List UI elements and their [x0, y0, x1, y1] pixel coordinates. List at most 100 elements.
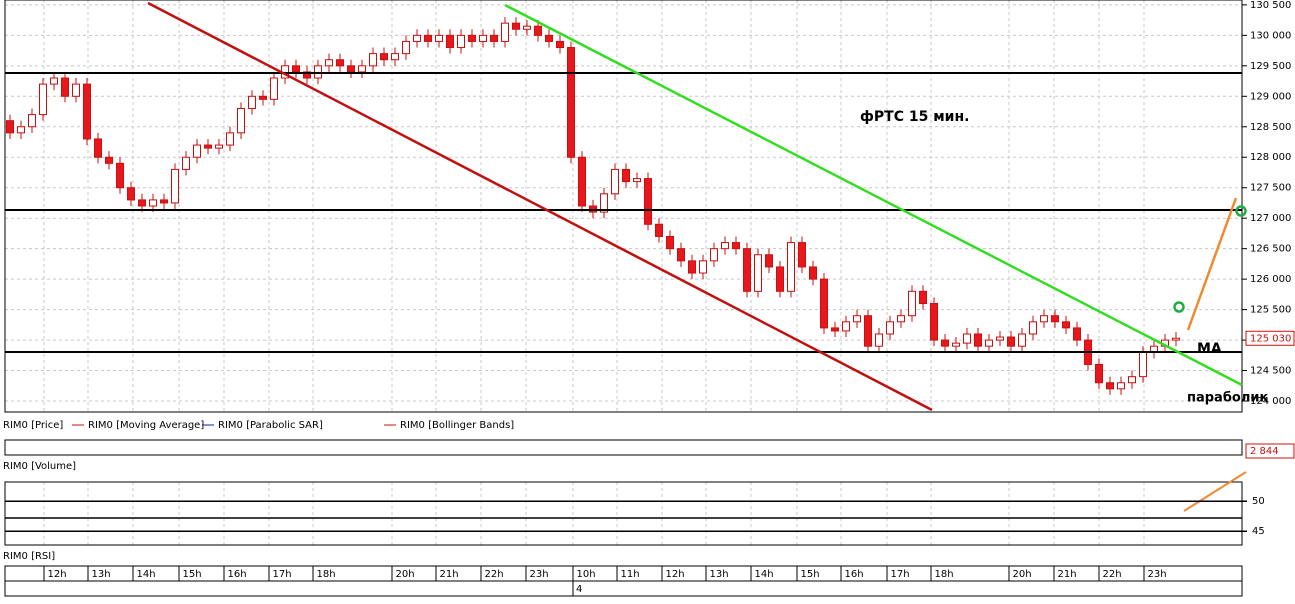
- candle-body: [424, 34, 432, 42]
- candle-body: [974, 333, 982, 347]
- time-label: 20h: [1012, 569, 1031, 580]
- candle-body: [930, 303, 938, 341]
- candle-body: [105, 156, 113, 164]
- candle-body: [633, 178, 641, 183]
- time-label: 11h: [620, 569, 639, 580]
- time-label: 17h: [272, 569, 291, 580]
- y-tick-label: 127 500: [1250, 183, 1291, 194]
- candle-body: [479, 34, 487, 42]
- candle-body: [193, 144, 201, 158]
- panel-label: RIM0 [Volume]: [3, 461, 76, 472]
- grid-layer: [5, 0, 1242, 545]
- candle-body: [248, 95, 256, 109]
- candle-body: [171, 168, 179, 204]
- time-label: 13h: [709, 569, 728, 580]
- y-tick-label: 129 000: [1250, 91, 1291, 102]
- candle-body: [292, 65, 300, 73]
- forecast-arrow: [1186, 197, 1238, 331]
- volume-value-box: [1245, 443, 1295, 459]
- candle-body: [688, 260, 696, 274]
- candle-body: [39, 83, 47, 116]
- time-label: 14h: [754, 569, 773, 580]
- time-label: 12h: [47, 569, 66, 580]
- candle-body: [270, 77, 278, 100]
- candle-body: [798, 242, 806, 268]
- time-label: 18h: [934, 569, 953, 580]
- candle-body: [1172, 337, 1180, 341]
- candle-body: [556, 40, 564, 49]
- candle-body: [941, 339, 949, 347]
- trend-line: [504, 3, 1243, 387]
- candle-body: [347, 65, 355, 73]
- candle-body: [17, 126, 25, 134]
- candle-body: [336, 59, 344, 67]
- time-label: 23h: [529, 569, 548, 580]
- candle-body: [138, 199, 146, 207]
- time-label: 23h: [1147, 569, 1166, 580]
- candle-body: [314, 65, 322, 79]
- candle-body: [699, 260, 707, 274]
- candle-body: [743, 248, 751, 292]
- target-marker: [1173, 301, 1185, 313]
- candle-body: [534, 25, 542, 36]
- candle-body: [710, 248, 718, 262]
- candle-body: [578, 156, 586, 207]
- time-label: 15h: [800, 569, 819, 580]
- time-label: 15h: [182, 569, 201, 580]
- candle-body: [1073, 327, 1081, 341]
- candle-body: [413, 34, 421, 42]
- candle-body: [622, 168, 630, 183]
- candle-body: [831, 327, 839, 332]
- candle-body: [391, 53, 399, 61]
- volume-panel: [4, 439, 1243, 456]
- candle-body: [127, 187, 135, 201]
- y-tick-label: 124 500: [1250, 366, 1291, 377]
- candle-body: [259, 95, 267, 100]
- candle-body: [226, 132, 234, 146]
- time-label: 16h: [227, 569, 246, 580]
- candle-body: [985, 339, 993, 347]
- candle-body: [611, 168, 619, 195]
- panel-label: RIM0 [RSI]: [3, 551, 55, 562]
- date-label: 4: [576, 584, 582, 595]
- candle-body: [1106, 382, 1114, 390]
- y-tick-label: 124 000: [1250, 396, 1291, 407]
- time-label: 12h: [665, 569, 684, 580]
- candle-body: [996, 336, 1004, 341]
- candle-body: [468, 34, 476, 42]
- chart-title: фРТС 15 мин.: [860, 109, 969, 125]
- candle-body: [1051, 315, 1059, 323]
- candle-body: [776, 266, 784, 292]
- candle-body: [435, 34, 443, 42]
- candle-body: [1062, 321, 1070, 329]
- last-price-box: [1245, 330, 1295, 346]
- candle-body: [721, 242, 729, 250]
- last-price-label: 125 030: [1250, 333, 1291, 344]
- time-label: 16h: [844, 569, 863, 580]
- candle-body: [61, 77, 69, 97]
- candle-body: [842, 321, 850, 332]
- candle-body: [1139, 351, 1147, 378]
- candle-body: [325, 59, 333, 67]
- volume-value: 2 844: [1250, 446, 1279, 457]
- y-tick-label: 128 500: [1250, 122, 1291, 133]
- target-marker: [1235, 205, 1247, 217]
- time-label: 20h: [395, 569, 414, 580]
- time-label: 10h: [576, 569, 595, 580]
- time-labels: 12h 13h 14h 15h 16h 17h 18h 20h 21h 22h 23h 10h 11h 1…: [43, 566, 1167, 581]
- rsi-tick-label: 45: [1252, 526, 1265, 537]
- candle-body: [28, 114, 36, 128]
- time-label: 18h: [316, 569, 335, 580]
- candle-body: [952, 342, 960, 347]
- candle-body: [545, 34, 553, 42]
- candle-body: [402, 40, 410, 55]
- rsi-axis: 50 45: [5, 496, 1265, 537]
- candle-body: [886, 321, 894, 335]
- candle-body: [897, 315, 905, 323]
- candle-body: [369, 53, 377, 67]
- legend-entry: RIM0 [Bollinger Bands]: [400, 420, 514, 431]
- candle-body: [754, 254, 762, 292]
- candle-body: [380, 53, 388, 61]
